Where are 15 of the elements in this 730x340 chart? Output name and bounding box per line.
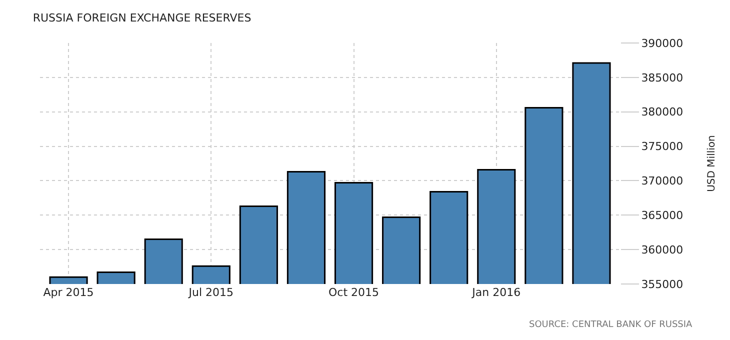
y-tick-label: 365000 bbox=[641, 208, 684, 222]
x-tick-label: Jul 2015 bbox=[188, 286, 234, 299]
x-tick-label: Oct 2015 bbox=[328, 286, 380, 299]
y-tick-label: 360000 bbox=[641, 243, 684, 256]
y-tick-label: 385000 bbox=[641, 71, 684, 84]
x-tick-label: Apr 2015 bbox=[43, 286, 94, 299]
y-axis-title: USD Million bbox=[706, 135, 718, 192]
y-tick-label: 375000 bbox=[641, 140, 684, 154]
y-tick-label: 380000 bbox=[641, 106, 684, 119]
source-note: SOURCE: CENTRAL BANK OF RUSSIA bbox=[529, 320, 694, 330]
y-tick-label: 355000 bbox=[641, 278, 684, 291]
y-tick-label: 390000 bbox=[641, 36, 684, 50]
chart-title: RUSSIA FOREIGN EXCHANGE RESERVES bbox=[32, 11, 252, 24]
x-tick-label: Jan 2016 bbox=[471, 286, 521, 299]
y-tick-label: 370000 bbox=[641, 174, 684, 188]
